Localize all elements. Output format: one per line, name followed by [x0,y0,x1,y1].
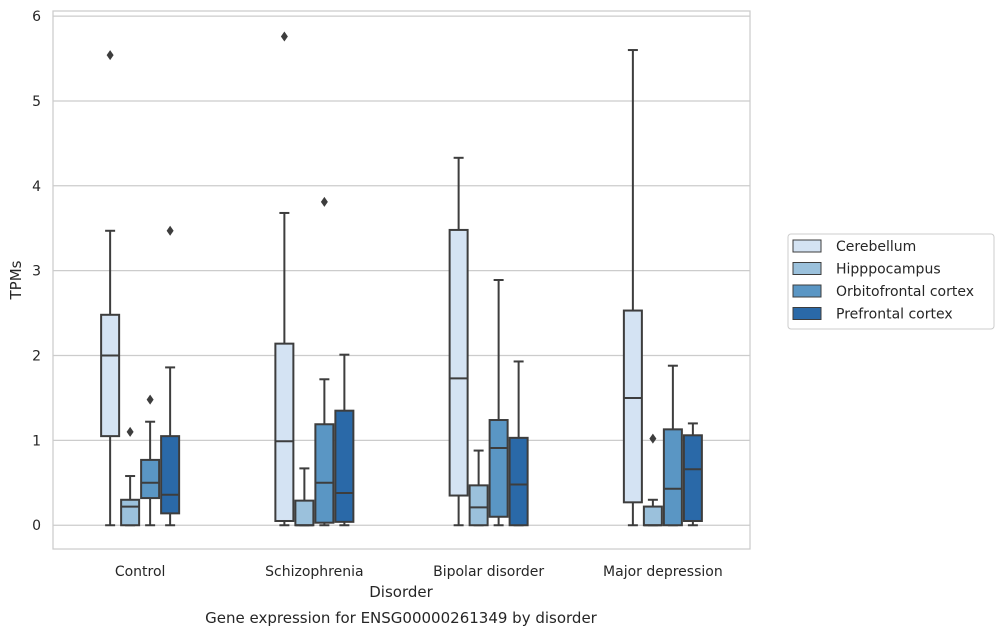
y-tick-label: 4 [32,179,41,195]
box-cerebellum [274,31,295,527]
box-orbitofrontal-cortex [488,279,509,527]
legend: Cerebellum Hipppocampus Orbitofrontal cort… [787,233,995,330]
box-prefrontal-cortex [508,360,529,527]
box-iqr [120,498,141,527]
box-iqr [642,505,663,527]
y-tick-label: 1 [32,433,41,449]
box-iqr [140,458,161,500]
box-prefrontal-cortex [682,422,703,527]
box-orbitofrontal-cortex [140,394,161,527]
box-orbitofrontal-cortex [662,364,683,527]
box-iqr [274,342,295,522]
legend-label: Hipppocampus [836,262,941,278]
box-orbitofrontal-cortex [314,196,335,527]
box-iqr [314,423,335,524]
y-tick-label: 0 [32,518,41,534]
box-iqr [622,309,643,504]
y-tick-label: 6 [32,9,41,25]
box-iqr [160,435,181,515]
y-tick-labels: 0 1 2 3 4 5 6 [32,9,41,534]
y-tick-label: 5 [32,94,41,110]
box-iqr [682,434,703,522]
outlier-point [166,225,174,236]
box-iqr [334,409,355,523]
x-tick-label: Control [115,564,166,580]
outlier-point [649,433,657,444]
outlier-point [126,426,134,437]
box-iqr [294,499,315,527]
box-hipppocampus [120,426,141,527]
box-prefrontal-cortex [334,353,355,527]
box-cerebellum [622,49,643,527]
x-tick-label: Schizophrenia [265,564,363,580]
box-iqr [662,428,683,527]
plot-frame [52,10,751,550]
legend-swatch [792,284,822,298]
box-groups [100,31,703,527]
y-tick-label: 3 [32,264,41,280]
legend-swatch [792,307,822,320]
legend-swatch [792,262,822,275]
outlier-point [280,31,288,42]
box-hipppocampus [294,467,315,527]
outlier-point [146,394,154,405]
box-iqr [100,313,121,438]
box-prefrontal-cortex [160,225,181,527]
y-tick-label: 2 [32,349,41,365]
box-hipppocampus [642,433,663,527]
box-hipppocampus [468,449,489,527]
box-iqr [448,228,469,497]
legend-swatch [792,239,822,253]
box-iqr [508,436,529,527]
x-axis-label: Disorder [369,583,433,601]
legend-frame [787,233,995,330]
box-cerebellum [448,156,469,527]
outlier-point [106,50,114,61]
x-tick-label: Major depression [603,564,723,580]
outlier-point [320,196,328,207]
box-cerebellum [100,50,121,527]
x-tick-labels: Control Schizophrenia Bipolar disorder Majo… [115,564,723,580]
chart-caption: Gene expression for ENSG00000261349 by d… [205,609,598,627]
box-iqr [488,419,509,518]
x-tick-label: Bipolar disorder [433,564,544,580]
legend-label: Cerebellum [836,239,916,255]
y-axis-label: TPMs [7,260,25,300]
box-iqr [468,484,489,527]
legend-label: Orbitofrontal cortex [836,284,974,300]
legend-label: Prefrontal cortex [836,307,953,323]
